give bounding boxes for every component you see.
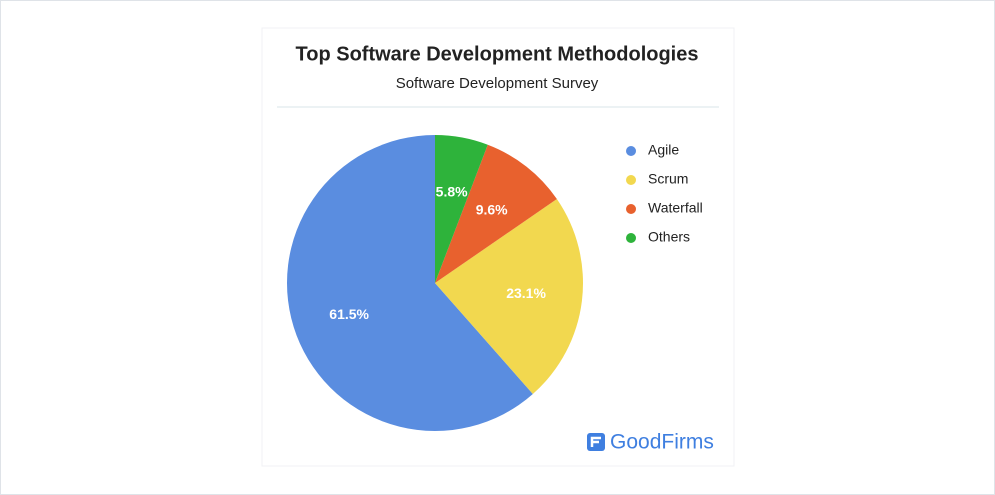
legend-swatch xyxy=(626,175,636,185)
legend-label: Waterfall xyxy=(648,200,703,216)
data-label: 23.1% xyxy=(506,285,546,301)
legend-swatch xyxy=(626,204,636,214)
legend-label: Agile xyxy=(648,142,679,158)
chart-title: Top Software Development Methodologies xyxy=(296,43,699,65)
chart-subtitle: Software Development Survey xyxy=(396,75,599,92)
data-label: 9.6% xyxy=(476,202,508,218)
brand-logo: GoodFirms xyxy=(587,431,714,454)
pie-slice xyxy=(286,135,533,432)
legend-label: Scrum xyxy=(648,171,688,187)
brand-name: GoodFirms xyxy=(610,431,714,454)
legend-label: Others xyxy=(648,229,690,245)
pie-slice xyxy=(435,135,488,283)
pie-slice xyxy=(435,199,584,395)
legend-swatch xyxy=(626,146,636,156)
logo-glyph xyxy=(590,436,601,447)
legend-swatch xyxy=(626,233,636,243)
data-label: 5.8% xyxy=(436,183,468,199)
data-label: 61.5% xyxy=(329,306,369,322)
pie-slice xyxy=(435,144,557,283)
